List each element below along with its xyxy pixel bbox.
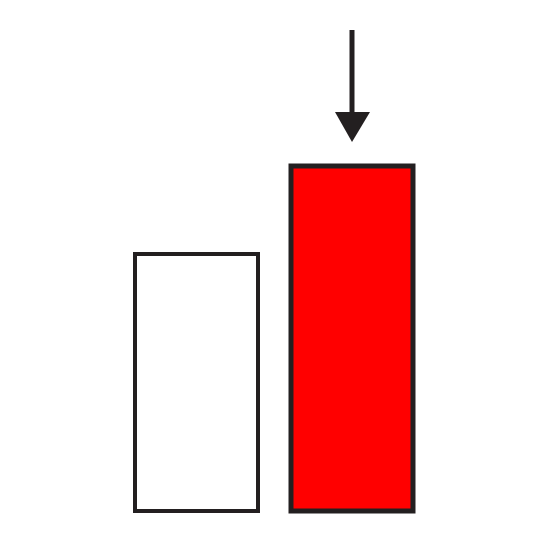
red-box bbox=[288, 163, 416, 514]
arrow-down-icon bbox=[335, 30, 370, 142]
arrow-head bbox=[335, 112, 370, 142]
white-box bbox=[133, 252, 260, 513]
